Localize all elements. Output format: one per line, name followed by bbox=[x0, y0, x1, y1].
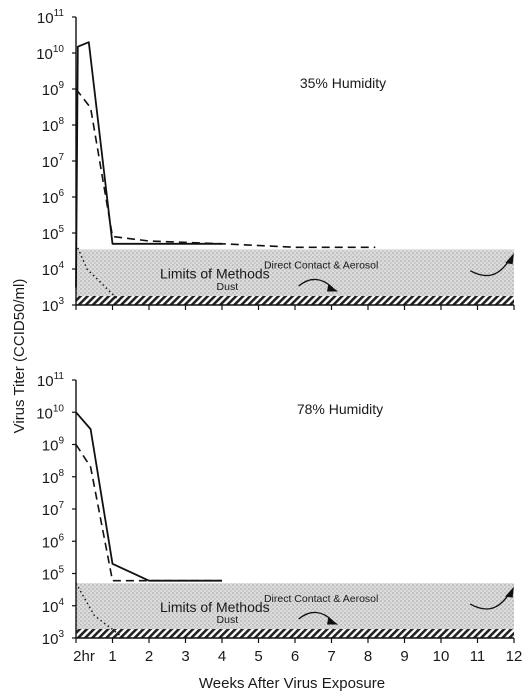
hatched-baseline bbox=[76, 296, 514, 305]
y-tick-label: 108 bbox=[42, 116, 65, 135]
y-tick-label: 1011 bbox=[37, 8, 65, 27]
x-tick-label: 7 bbox=[327, 648, 335, 665]
series-dotted-line bbox=[75, 243, 124, 306]
series-dashed-line bbox=[75, 88, 376, 249]
series-solid-line bbox=[75, 411, 222, 582]
series-solid-line bbox=[75, 41, 222, 288]
x-tick-label: 10 bbox=[433, 648, 450, 665]
x-axis-label: Weeks After Virus Exposure bbox=[199, 675, 385, 692]
y-tick-label: 106 bbox=[42, 188, 65, 207]
x-tick-label: 4 bbox=[218, 648, 226, 665]
y-tick-label: 109 bbox=[42, 436, 65, 455]
hatched-baseline bbox=[76, 629, 514, 638]
x-tick-label: 1 bbox=[108, 648, 116, 665]
x-tick-label: 11 bbox=[470, 648, 486, 665]
y-tick-label: 1010 bbox=[36, 44, 64, 63]
y-tick-label: 107 bbox=[42, 500, 65, 519]
y-tick-label: 103 bbox=[42, 629, 65, 648]
y-tick-label: 104 bbox=[42, 597, 65, 616]
dust-label: Dust bbox=[217, 281, 239, 293]
y-tick-label: 106 bbox=[42, 532, 65, 551]
x-tick-label: 2hr bbox=[73, 648, 95, 665]
panel-title: 78% Humidity bbox=[297, 401, 383, 417]
dust-label: Dust bbox=[217, 614, 239, 626]
y-tick-label: 1010 bbox=[36, 403, 64, 422]
y-tick-label: 105 bbox=[42, 565, 65, 584]
y-axis-label: Virus Titer (CCID50/ml) bbox=[11, 279, 28, 434]
panel-title: 35% Humidity bbox=[300, 75, 386, 91]
x-tick-label: 12 bbox=[506, 648, 523, 665]
direct-contact-arrowhead bbox=[505, 586, 514, 598]
x-tick-label: 2 bbox=[145, 648, 153, 665]
direct-contact-label: Direct Contact & Aerosol bbox=[264, 593, 378, 605]
x-tick-label: 8 bbox=[364, 648, 372, 665]
series-dotted-line bbox=[75, 582, 124, 639]
limits-of-methods-label: Limits of Methods bbox=[160, 599, 270, 615]
direct-contact-arrowhead bbox=[505, 253, 514, 265]
limits-of-methods-label: Limits of Methods bbox=[160, 266, 270, 282]
y-tick-label: 109 bbox=[42, 80, 65, 99]
x-tick-label: 9 bbox=[400, 648, 408, 665]
y-tick-label: 104 bbox=[42, 260, 65, 279]
y-tick-label: 103 bbox=[42, 296, 65, 315]
limits-band bbox=[76, 249, 514, 305]
dust-arrowhead bbox=[327, 617, 339, 625]
series-dashed-line bbox=[75, 444, 222, 582]
panel-35-humidity: 103 104 105 106 107 108 109 1010 1011 35% Humidit… bbox=[36, 8, 515, 315]
x-tick-label: 3 bbox=[181, 648, 189, 665]
x-tick-label: 5 bbox=[254, 648, 262, 665]
y-tick-label: 107 bbox=[42, 152, 65, 171]
direct-contact-label: Direct Contact & Aerosol bbox=[264, 260, 378, 272]
x-tick-label: 6 bbox=[291, 648, 299, 665]
y-tick-label: 1011 bbox=[37, 371, 65, 390]
limits-band bbox=[76, 583, 514, 638]
dust-arrowhead bbox=[327, 284, 339, 292]
y-tick-label: 108 bbox=[42, 468, 65, 487]
y-tick-label: 105 bbox=[42, 224, 65, 243]
